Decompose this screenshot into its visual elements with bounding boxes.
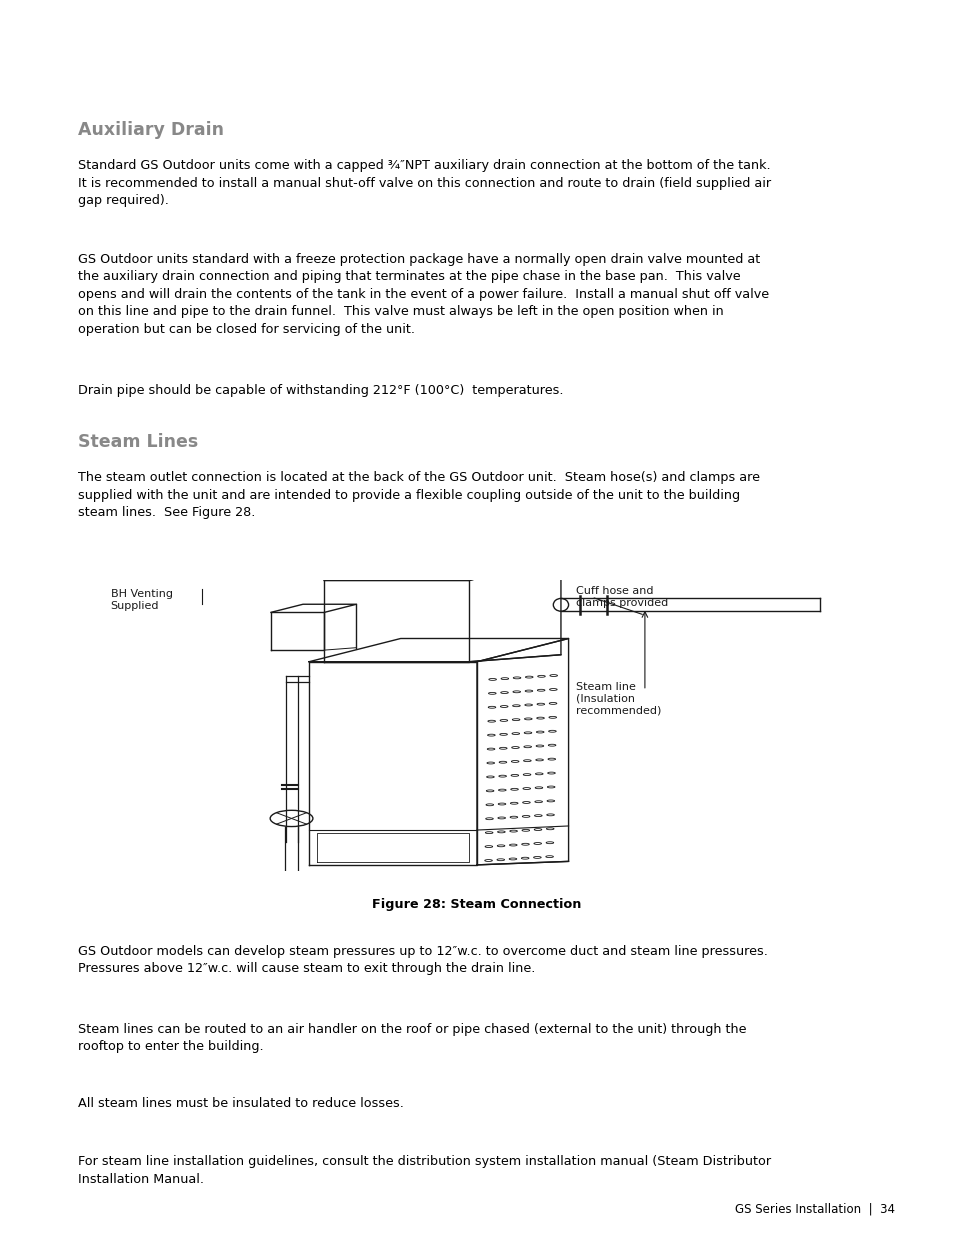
Text: GS Outdoor units standard with a freeze protection package have a normally open : GS Outdoor units standard with a freeze …	[78, 253, 768, 336]
Text: GS Series Installation  |  34: GS Series Installation | 34	[734, 1202, 894, 1215]
Text: Auxiliary Drain: Auxiliary Drain	[78, 121, 224, 140]
Text: GS Outdoor models can develop steam pressures up to 12″w.c. to overcome duct and: GS Outdoor models can develop steam pres…	[78, 945, 767, 976]
Text: Drain pipe should be capable of withstanding 212°F (100°C)  temperatures.: Drain pipe should be capable of withstan…	[78, 384, 563, 398]
Text: BH Venting
Supplied: BH Venting Supplied	[111, 589, 172, 611]
Text: Steam Lines: Steam Lines	[78, 433, 198, 451]
Text: Cuff hose and
clamps provided: Cuff hose and clamps provided	[576, 587, 668, 608]
Text: For steam line installation guidelines, consult the distribution system installa: For steam line installation guidelines, …	[78, 1156, 771, 1186]
Text: All steam lines must be insulated to reduce losses.: All steam lines must be insulated to red…	[78, 1097, 404, 1110]
Text: The steam outlet connection is located at the back of the GS Outdoor unit.  Stea: The steam outlet connection is located a…	[78, 472, 760, 519]
Text: Figure 28: Steam Connection: Figure 28: Steam Connection	[372, 898, 581, 911]
Text: Steam lines can be routed to an air handler on the roof or pipe chased (external: Steam lines can be routed to an air hand…	[78, 1023, 746, 1053]
Text: Steam line
(Insulation
recommended): Steam line (Insulation recommended)	[576, 682, 660, 715]
Ellipse shape	[425, 566, 459, 572]
Text: Standard GS Outdoor units come with a capped ¾″NPT auxiliary drain connection at: Standard GS Outdoor units come with a ca…	[78, 159, 771, 207]
